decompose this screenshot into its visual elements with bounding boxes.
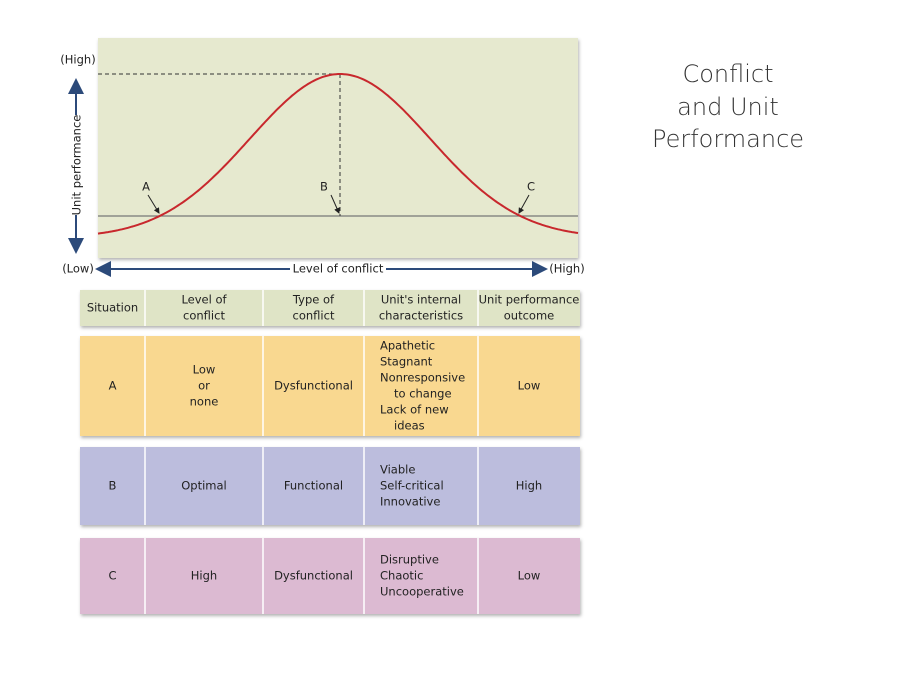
x-low-label: (Low) [62,262,94,276]
cell-text: Stagnant [380,355,433,369]
x-high-label: (High) [549,262,584,276]
cell-text: Viable [380,463,415,477]
cell-text: Disruptive [380,553,439,567]
cell-text: High [191,569,217,583]
cell-text: Low [193,363,216,377]
row-bg [80,538,580,614]
cell-text: or [198,379,210,393]
cell-text: conflict [293,309,335,323]
y-axis-label: Unit performance [70,115,84,216]
cell-text: Situation [87,301,138,315]
cell-text: conflict [183,309,225,323]
row-bg [80,447,580,525]
x-axis-label: Level of conflict [293,262,384,276]
pointer [330,194,340,214]
title-line: Performance [652,125,804,153]
cell-text: Unit performance [479,293,580,307]
cell-text: Self-critical [380,479,444,493]
cell-text: Lack of new [380,403,449,417]
performance-curve [97,73,579,235]
cell-text: C [108,569,116,583]
point-label: A [142,180,150,194]
cell-text: Dysfunctional [274,569,353,583]
cell-text: Apathetic [380,339,435,353]
cell-text: Dysfunctional [274,379,353,393]
pointer [518,194,530,214]
cell-text: Chaotic [380,569,423,583]
cell-text: B [109,479,117,493]
label-bg [290,262,386,276]
cell-text: ideas [394,419,425,433]
cell-text: A [109,379,117,393]
title-line: and Unit [677,93,779,121]
title-line: Conflict [682,60,773,88]
row-bg [80,336,580,436]
cell-text: none [190,395,219,409]
y-high-label: (High) [60,53,95,67]
label-bg [69,115,83,215]
cell-text: Functional [284,479,343,493]
point-label: C [527,180,535,194]
cell-text: Low [518,379,541,393]
plot-area [98,38,578,258]
cell-text: Level of [181,293,227,307]
cell-text: Unit's internal [381,293,461,307]
table: Situation Level of conflict Type of conflict… [80,290,580,614]
cell-text: Optimal [181,479,227,493]
pointer [147,194,160,214]
cell-text: Nonresponsive [380,371,465,385]
cell-text: Innovative [380,495,440,509]
point-label: B [320,180,328,194]
cell-text: Low [518,569,541,583]
cell-text: High [516,479,542,493]
cell-text: characteristics [379,309,463,323]
cell-text: Type of [292,293,335,307]
cell-text: outcome [504,309,554,323]
row-bg [80,290,580,326]
cell-text: Uncooperative [380,585,464,599]
cell-text: to change [394,387,452,401]
